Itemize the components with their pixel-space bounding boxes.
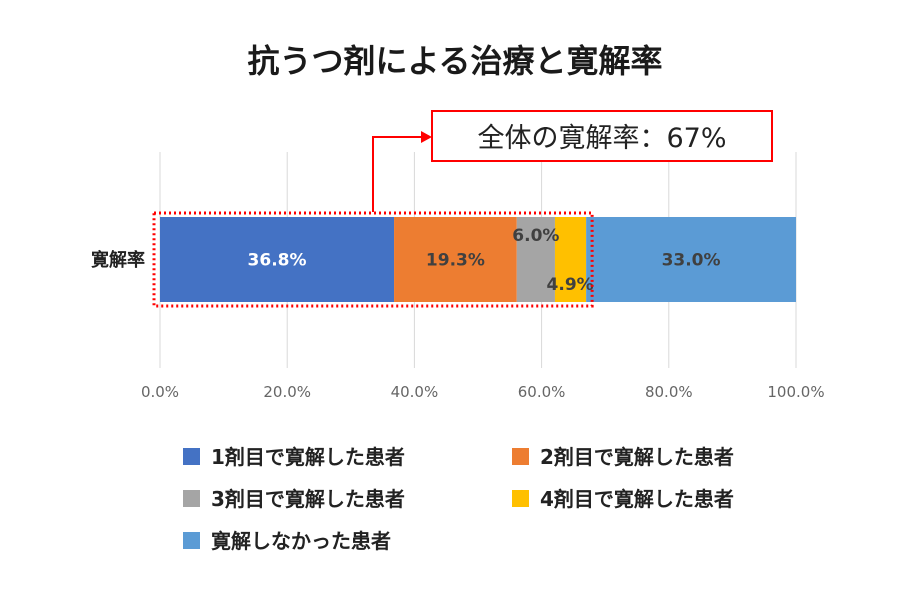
callout-text: 全体の寛解率：67% <box>477 123 726 154</box>
legend-swatch <box>512 490 529 507</box>
data-label: 19.3% <box>426 251 485 271</box>
legend-swatch <box>183 490 200 507</box>
data-label: 4.9% <box>547 275 594 295</box>
bar-segment <box>516 217 555 302</box>
bar-segment <box>160 217 395 302</box>
x-tick-label: 60.0% <box>518 383 566 401</box>
x-tick-label: 100.0% <box>767 383 824 401</box>
bar-segment <box>586 217 796 302</box>
x-tick-label: 0.0% <box>141 383 179 401</box>
x-axis-ticks: 0.0% 20.0% 40.0% 60.0% 80.0% 100.0% <box>141 383 825 401</box>
bar-segment <box>554 217 587 302</box>
highlight-box <box>152 211 594 308</box>
category-label: 寛解率 <box>91 249 145 271</box>
bar-segments <box>160 217 796 302</box>
bar-segment <box>394 217 517 302</box>
legend-label: 寛解しなかった患者 <box>211 529 391 553</box>
data-label: 33.0% <box>662 251 721 271</box>
legend-label: 3剤目で寛解した患者 <box>211 487 405 511</box>
legend-label: 1剤目で寛解した患者 <box>211 445 405 469</box>
data-label: 6.0% <box>512 226 559 246</box>
callout-box <box>431 110 773 162</box>
legend-swatch <box>512 448 529 465</box>
chart-title: 抗うつ剤による治療と寛解率 <box>247 42 662 80</box>
legend: 1剤目で寛解した患者 2剤目で寛解した患者 3剤目で寛解した患者 4剤目で寛解した患者… <box>183 445 734 553</box>
x-tick-label: 20.0% <box>263 383 311 401</box>
x-tick-label: 80.0% <box>645 383 693 401</box>
legend-label: 4剤目で寛解した患者 <box>540 487 734 511</box>
x-tick-label: 40.0% <box>391 383 439 401</box>
legend-swatch <box>183 532 200 549</box>
legend-label: 2剤目で寛解した患者 <box>540 445 734 469</box>
data-label: 36.8% <box>248 251 307 271</box>
legend-swatch <box>183 448 200 465</box>
remission-annotation: 全体の寛解率：67% <box>152 110 773 308</box>
callout-arrowhead <box>421 131 432 143</box>
data-labels: 36.8% 19.3% 6.0% 4.9% 33.0% <box>248 226 721 295</box>
callout-connector <box>372 136 421 212</box>
